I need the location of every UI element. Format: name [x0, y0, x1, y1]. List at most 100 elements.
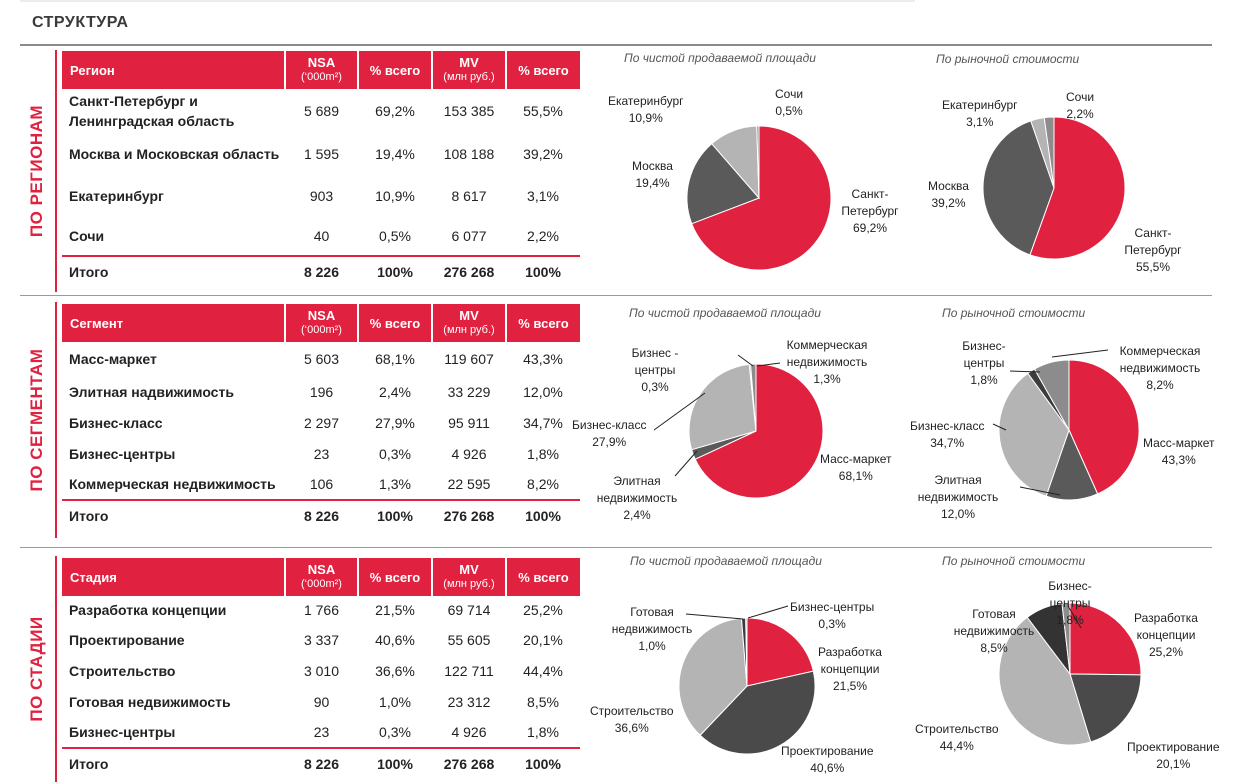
header-nsa: NSA (‘000m²) [285, 558, 359, 596]
table-row: Бизнес-центры 23 0,3% 4 926 1,8% [69, 445, 559, 462]
page-title: СТРУКТУРА [32, 14, 129, 31]
chart-title: По рыночной стоимости [936, 52, 1080, 66]
header-pct2: % всего [506, 304, 580, 342]
header-pct2: % всего [506, 558, 580, 596]
chart-title: По чистой продаваемой площади [630, 554, 822, 568]
table-row: Масс-маркет 5 603 68,1% 119 607 43,3% [69, 351, 563, 367]
pie-label: Строительство 44,4% [915, 722, 999, 753]
table-row: Бизнес-центры 23 0,3% 4 926 1,8% [69, 724, 559, 740]
leader-line [1051, 349, 1109, 358]
pie-slice [1069, 602, 1142, 676]
pie-label: Бизнес- центры 1,8% [1048, 579, 1092, 627]
chart-title: По чистой продаваемой площади [624, 51, 816, 65]
pie-chart-segments-nsa [688, 363, 824, 499]
pie-label: Санкт-Петербург 69,2% [841, 187, 899, 235]
table-row: Строительство 3 010 36,6% 122 711 44,4% [69, 662, 563, 679]
pie-slice [756, 125, 760, 199]
header-pct1: % всего [358, 51, 433, 89]
pie-label: Бизнес - центры 0,3% [631, 346, 679, 394]
table-row: Москва и Московская область 1 595 19,4% 108… [69, 145, 563, 162]
pie-chart-regions-nsa [686, 125, 832, 271]
pie-slice [686, 142, 760, 225]
section-divider [20, 295, 1212, 296]
pie-label: Москва 39,2% [928, 179, 969, 210]
pie-label: Бизнес- центры 1,8% [962, 339, 1006, 387]
table-row: Элитная надвижимость 196 2,4% 33 229 12,0% [69, 383, 563, 400]
top-rule [20, 0, 915, 2]
pie-label: Коммерческая недвижимость 8,2% [1119, 344, 1201, 392]
pie-label: Элитная недвижимость 12,0% [917, 473, 999, 521]
pie-label: Коммерческая недвижимость 1,3% [786, 338, 868, 386]
pie-chart-stages-mv [998, 602, 1142, 746]
header-pct1: % всего [358, 304, 433, 342]
pie-label: Санкт-Петербург 55,5% [1124, 226, 1182, 274]
header-nsa: NSA (‘000m²) [285, 51, 359, 89]
pie-slice [1029, 116, 1126, 260]
header-nsa: NSA (‘000m²) [285, 304, 359, 342]
header-pct1: % всего [358, 558, 433, 596]
pie-chart-regions-mv [982, 116, 1126, 260]
side-accent-bar [55, 50, 57, 292]
side-label-segments: ПО СЕГМЕНТАМ [27, 348, 46, 492]
pie-slice [1043, 116, 1055, 189]
pie-label: Масс-маркет 43,3% [1143, 436, 1215, 467]
pie-label: Сочи 0,5% [775, 87, 804, 118]
pie-label: Сочи 2,2% [1066, 90, 1095, 121]
title-rule [20, 44, 1212, 46]
header-mv: MV (млн руб.) [432, 558, 507, 596]
pie-label: Бизнес-класс 27,9% [572, 418, 647, 449]
table-row: Санкт-Петербург и Ленинградская область 5… [69, 93, 563, 129]
pie-label: Разработка концепции 25,2% [1134, 611, 1198, 659]
pie-slice [694, 363, 824, 499]
pie-slice [1068, 359, 1140, 495]
stages-table: Стадия NSA (‘000m²) % всего MV (млн руб.) … [62, 558, 580, 779]
pie-label: Масс-маркет 68,1% [820, 452, 892, 483]
pie-label: Бизнес-центры 0,3% [790, 600, 875, 631]
side-label-regions: ПО РЕГИОНАМ [27, 104, 46, 238]
pie-label: Готовая недвижимость 8,5% [953, 607, 1035, 655]
pie-slice [982, 120, 1055, 256]
header-mv: MV (млн руб.) [432, 304, 507, 342]
table-total-row: Итого 8 226 100% 276 268 100% [62, 499, 580, 530]
pie-label: Строительство 36,6% [590, 704, 674, 735]
side-label-stages: ПО СТАДИИ [27, 616, 46, 722]
table-total-row: Итого 8 226 100% 276 268 100% [62, 747, 580, 779]
table-row: Проектирование 3 337 40,6% 55 605 20,1% [69, 631, 563, 648]
pie-slice [691, 125, 832, 271]
pie-label: Проектирование 40,6% [781, 744, 874, 775]
table-total-row: Итого 8 226 100% 276 268 100% [62, 255, 580, 286]
pie-label: Екатеринбург 3,1% [942, 98, 1018, 129]
section-divider [20, 547, 1212, 548]
table-row: Бизнес-класс 2 297 27,9% 95 911 34,7% [69, 414, 563, 431]
chart-title: По рыночной стоимости [942, 554, 1086, 568]
pie-chart-segments-mv [998, 359, 1140, 501]
pie-slice [1069, 673, 1142, 743]
table-row: Сочи 40 0,5% 6 077 2,2% [69, 228, 559, 244]
table-row: Коммерческая недвижимость 106 1,3% 22 595 8,… [69, 476, 559, 492]
table-header-row: Стадия NSA (‘000m²) % всего MV (млн руб.) … [62, 558, 580, 596]
pie-label: Разработка концепции 21,5% [818, 645, 882, 693]
table-header-row: Регион NSA (‘000m²) % всего MV (млн руб.) … [62, 51, 580, 89]
pie-slice [678, 617, 748, 736]
pie-label: Бизнес-класс 34,7% [910, 419, 985, 450]
side-accent-bar [55, 302, 57, 538]
pie-label: Москва 19,4% [632, 159, 673, 190]
pie-slice [745, 617, 748, 687]
pie-label: Екатеринбург 10,9% [608, 94, 684, 125]
header-name: Стадия [62, 558, 286, 596]
header-mv: MV (млн руб.) [432, 51, 507, 89]
pie-label: Проектирование 20,1% [1127, 740, 1220, 771]
pie-slice [1033, 359, 1070, 432]
header-name: Регион [62, 51, 286, 89]
pie-slice [699, 670, 816, 755]
chart-title: По рыночной стоимости [942, 306, 1086, 320]
header-name: Сегмент [62, 304, 286, 342]
table-row: Разработка концепции 1 766 21,5% 69 714 25,2… [69, 602, 563, 618]
table-row: Екатеринбург 903 10,9% 8 617 3,1% [69, 187, 559, 204]
header-pct2: % всего [506, 51, 580, 89]
regions-table: Регион NSA (‘000m²) % всего MV (млн руб.) … [62, 51, 580, 286]
pie-label: Элитная недвижимость 2,4% [596, 474, 678, 522]
pie-chart-stages-nsa [678, 617, 816, 755]
pie-slice [998, 616, 1092, 746]
segments-table: Сегмент NSA (‘000m²) % всего MV (млн руб.)… [62, 304, 580, 530]
